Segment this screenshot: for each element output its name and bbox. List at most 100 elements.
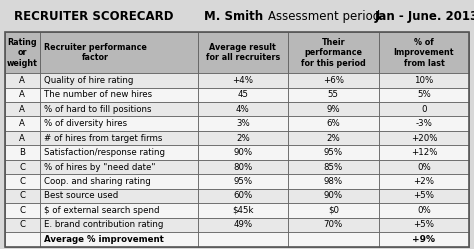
- Text: C: C: [19, 177, 25, 186]
- Bar: [39, 87, 198, 102]
- Bar: [379, 174, 469, 189]
- Bar: [5, 145, 39, 160]
- Bar: [5, 174, 39, 189]
- Text: $0: $0: [328, 206, 339, 215]
- Bar: [198, 232, 288, 247]
- Text: 70%: 70%: [324, 220, 343, 229]
- Text: Their
performance
for this period: Their performance for this period: [301, 38, 366, 68]
- Bar: [39, 102, 198, 117]
- Text: B: B: [19, 148, 25, 157]
- Text: 98%: 98%: [324, 177, 343, 186]
- Text: A: A: [19, 76, 25, 85]
- Text: $45k: $45k: [232, 206, 254, 215]
- Text: Jan - June. 2013: Jan - June. 2013: [374, 10, 474, 23]
- Bar: [5, 87, 39, 102]
- Bar: [5, 232, 39, 247]
- Text: 0%: 0%: [417, 206, 431, 215]
- Bar: [39, 203, 198, 218]
- Bar: [39, 117, 198, 131]
- Bar: [379, 87, 469, 102]
- Text: RECRUITER SCORECARD: RECRUITER SCORECARD: [14, 10, 173, 23]
- Text: 0%: 0%: [417, 163, 431, 172]
- Text: 95%: 95%: [233, 177, 252, 186]
- Bar: [288, 218, 379, 232]
- Bar: [5, 203, 39, 218]
- Text: 4%: 4%: [236, 105, 250, 114]
- Text: E. brand contribution rating: E. brand contribution rating: [44, 220, 164, 229]
- Text: +12%: +12%: [410, 148, 437, 157]
- Bar: [39, 174, 198, 189]
- Text: +6%: +6%: [323, 76, 344, 85]
- Text: 2%: 2%: [327, 134, 340, 143]
- Bar: [39, 232, 198, 247]
- Text: % of hard to fill positions: % of hard to fill positions: [44, 105, 152, 114]
- Bar: [39, 73, 198, 87]
- Text: Average result
for all recruiters: Average result for all recruiters: [206, 43, 280, 62]
- Bar: [288, 232, 379, 247]
- Bar: [198, 117, 288, 131]
- Text: +5%: +5%: [413, 220, 435, 229]
- Bar: [39, 160, 198, 174]
- Bar: [198, 203, 288, 218]
- Text: # of hires from target firms: # of hires from target firms: [44, 134, 163, 143]
- Bar: [198, 174, 288, 189]
- Bar: [379, 73, 469, 87]
- Bar: [39, 32, 198, 73]
- Bar: [379, 218, 469, 232]
- Text: A: A: [19, 119, 25, 128]
- Bar: [379, 102, 469, 117]
- Text: 45: 45: [237, 90, 248, 99]
- Bar: [5, 218, 39, 232]
- Bar: [198, 32, 288, 73]
- Text: Best source used: Best source used: [44, 191, 118, 200]
- Bar: [288, 131, 379, 145]
- Bar: [379, 203, 469, 218]
- Bar: [5, 73, 39, 87]
- Bar: [198, 131, 288, 145]
- Bar: [288, 174, 379, 189]
- Text: 90%: 90%: [324, 191, 343, 200]
- Bar: [288, 102, 379, 117]
- Bar: [379, 117, 469, 131]
- Text: 5%: 5%: [417, 90, 431, 99]
- Bar: [379, 131, 469, 145]
- Text: 0: 0: [421, 105, 427, 114]
- Bar: [288, 145, 379, 160]
- Text: +20%: +20%: [410, 134, 437, 143]
- Text: +4%: +4%: [232, 76, 253, 85]
- Text: 10%: 10%: [414, 76, 434, 85]
- Bar: [288, 189, 379, 203]
- Text: C: C: [19, 163, 25, 172]
- Text: C: C: [19, 206, 25, 215]
- Bar: [379, 189, 469, 203]
- Text: A: A: [19, 90, 25, 99]
- Text: C: C: [19, 220, 25, 229]
- Bar: [288, 117, 379, 131]
- Bar: [288, 73, 379, 87]
- Text: +5%: +5%: [413, 191, 435, 200]
- Bar: [5, 131, 39, 145]
- Text: 6%: 6%: [327, 119, 340, 128]
- Bar: [379, 32, 469, 73]
- Bar: [288, 87, 379, 102]
- Bar: [198, 87, 288, 102]
- Text: 80%: 80%: [233, 163, 253, 172]
- Text: -3%: -3%: [416, 119, 432, 128]
- Text: 90%: 90%: [233, 148, 252, 157]
- Text: 60%: 60%: [233, 191, 253, 200]
- Bar: [39, 189, 198, 203]
- Text: 2%: 2%: [236, 134, 250, 143]
- Bar: [198, 102, 288, 117]
- Bar: [5, 160, 39, 174]
- Bar: [198, 145, 288, 160]
- Text: Assessment period: Assessment period: [268, 10, 380, 23]
- Bar: [288, 203, 379, 218]
- Text: % of diversity hires: % of diversity hires: [44, 119, 128, 128]
- Text: % of
Improvement
from last: % of Improvement from last: [394, 38, 454, 68]
- Text: M. Smith: M. Smith: [204, 10, 263, 23]
- Bar: [39, 145, 198, 160]
- Text: Satisfaction/response rating: Satisfaction/response rating: [44, 148, 165, 157]
- Text: % of hires by "need date": % of hires by "need date": [44, 163, 156, 172]
- Text: 9%: 9%: [327, 105, 340, 114]
- Text: 85%: 85%: [324, 163, 343, 172]
